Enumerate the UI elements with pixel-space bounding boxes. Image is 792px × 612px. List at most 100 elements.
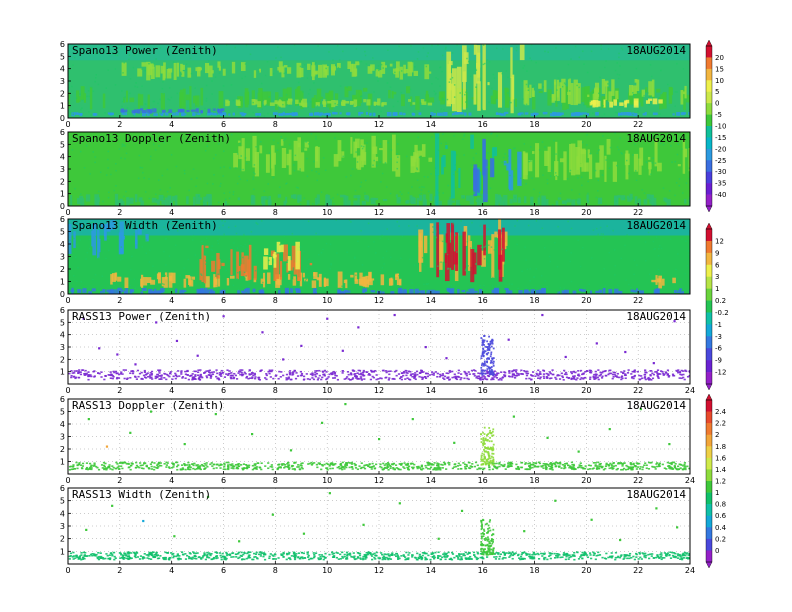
heatmap-feature-0 bbox=[627, 197, 632, 202]
band-point bbox=[608, 369, 611, 372]
y-tick-label: 1 bbox=[60, 102, 65, 111]
band-point bbox=[350, 463, 354, 465]
heatmap-speckle bbox=[172, 61, 175, 63]
heatmap-speckle bbox=[618, 56, 620, 59]
heatmap-feature-0 bbox=[85, 194, 91, 202]
band-point bbox=[249, 377, 252, 379]
burst-point bbox=[486, 451, 489, 454]
heatmap-feature-1 bbox=[341, 99, 346, 107]
band-point bbox=[533, 553, 536, 556]
band-point bbox=[556, 462, 559, 464]
heatmap-speckle bbox=[211, 249, 214, 251]
burst-point bbox=[485, 447, 488, 450]
heatmap-speckle bbox=[149, 249, 151, 251]
heatmap-feature-6 bbox=[318, 113, 322, 117]
heatmap-speckle bbox=[213, 109, 215, 111]
heatmap-speckle bbox=[159, 47, 162, 49]
band-point bbox=[623, 370, 626, 372]
band-point bbox=[90, 464, 93, 467]
band-point bbox=[607, 373, 610, 376]
band-point bbox=[512, 374, 515, 376]
band-point bbox=[563, 369, 566, 372]
band-point bbox=[122, 369, 125, 371]
x-tick-label: 22 bbox=[633, 120, 643, 129]
burst-point bbox=[481, 340, 484, 343]
heatmap-speckle bbox=[538, 191, 541, 194]
heatmap-feature-3 bbox=[216, 252, 220, 279]
band-point bbox=[237, 463, 241, 465]
heatmap-speckle bbox=[533, 85, 535, 87]
band-point bbox=[472, 373, 475, 375]
heatmap-speckle bbox=[320, 251, 323, 254]
band-point bbox=[470, 369, 474, 372]
heatmap-speckle bbox=[318, 270, 320, 272]
heatmap-speckle bbox=[315, 138, 317, 140]
heatmap-feature-0 bbox=[668, 86, 673, 104]
heatmap-speckle bbox=[438, 223, 441, 225]
heatmap-speckle bbox=[373, 159, 375, 162]
heatmap-feature-2 bbox=[111, 273, 116, 283]
band-point bbox=[341, 468, 344, 471]
heatmap-speckle bbox=[515, 168, 517, 170]
heatmap-speckle bbox=[325, 242, 328, 245]
heatmap-speckle bbox=[600, 233, 603, 235]
band-point bbox=[313, 462, 316, 464]
band-point bbox=[389, 467, 392, 470]
band-point bbox=[287, 468, 291, 470]
heatmap-speckle bbox=[120, 45, 123, 48]
band-point bbox=[445, 372, 448, 374]
band-point bbox=[524, 463, 527, 465]
heatmap-speckle bbox=[224, 198, 227, 200]
heatmap-feature-0 bbox=[505, 291, 510, 294]
heatmap-feature-0 bbox=[406, 199, 410, 204]
heatmap-speckle bbox=[136, 86, 139, 88]
heatmap-speckle bbox=[657, 247, 660, 250]
heatmap-speckle bbox=[541, 141, 544, 143]
heatmap-speckle bbox=[306, 265, 309, 267]
heatmap-feature-6 bbox=[232, 112, 235, 116]
heatmap-feature-5 bbox=[439, 241, 443, 270]
band-point bbox=[337, 558, 340, 560]
heatmap-feature-0 bbox=[251, 194, 254, 204]
band-point bbox=[667, 465, 670, 467]
band-point bbox=[280, 371, 283, 373]
heatmap-speckle bbox=[379, 237, 381, 239]
x-tick-label: 12 bbox=[374, 296, 384, 305]
heatmap-feature-0 bbox=[245, 287, 250, 294]
heatmap-speckle bbox=[286, 98, 288, 100]
band-point bbox=[597, 467, 601, 469]
heatmap-feature-0 bbox=[401, 94, 405, 107]
heatmap-feature-4 bbox=[276, 241, 281, 253]
heatmap-speckle bbox=[362, 145, 365, 148]
heatmap-speckle bbox=[216, 113, 218, 115]
heatmap-speckle bbox=[591, 257, 593, 259]
band-point bbox=[406, 464, 409, 466]
band-point bbox=[402, 372, 405, 374]
band-point bbox=[70, 376, 73, 379]
heatmap-feature-5 bbox=[569, 143, 572, 173]
band-point bbox=[388, 377, 391, 379]
heatmap-speckle bbox=[473, 192, 475, 195]
heatmap-feature-1 bbox=[241, 138, 245, 172]
heatmap-feature-6 bbox=[365, 111, 369, 115]
burst-point bbox=[483, 362, 486, 365]
band-point bbox=[346, 376, 349, 378]
heatmap-feature-0 bbox=[208, 289, 214, 292]
band-point bbox=[313, 555, 316, 558]
heatmap-speckle bbox=[224, 220, 226, 223]
band-point bbox=[362, 466, 365, 469]
band-point bbox=[362, 558, 365, 561]
band-point bbox=[85, 466, 89, 469]
heatmap-speckle bbox=[134, 287, 136, 290]
band-point bbox=[563, 373, 567, 376]
band-point bbox=[486, 372, 490, 374]
heatmap-speckle bbox=[682, 138, 685, 141]
heatmap-feature-0 bbox=[129, 198, 134, 204]
band-point bbox=[457, 376, 461, 378]
heatmap-feature-0 bbox=[311, 97, 315, 109]
band-point bbox=[241, 468, 245, 471]
band-point bbox=[564, 558, 567, 561]
band-point bbox=[205, 462, 208, 464]
heatmap-feature-6 bbox=[477, 244, 482, 266]
heatmap-feature-2 bbox=[380, 274, 385, 286]
